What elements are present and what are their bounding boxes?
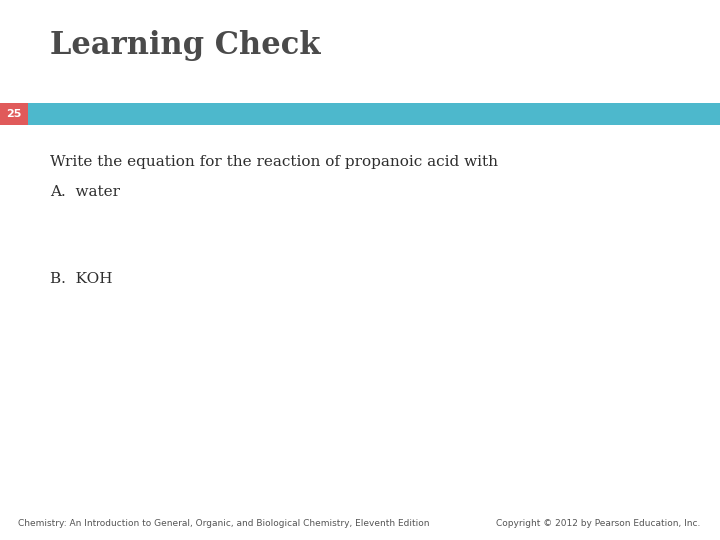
Text: Write the equation for the reaction of propanoic acid with: Write the equation for the reaction of p… (50, 155, 498, 169)
Text: B.  KOH: B. KOH (50, 272, 112, 286)
Text: A.  water: A. water (50, 185, 120, 199)
Bar (28, 103, 720, 125)
Text: Copyright © 2012 by Pearson Education, Inc.: Copyright © 2012 by Pearson Education, I… (495, 519, 700, 528)
Text: 25: 25 (6, 109, 22, 119)
Text: Learning Check: Learning Check (50, 30, 320, 61)
Bar (0, 103, 28, 125)
Text: Chemistry: An Introduction to General, Organic, and Biological Chemistry, Eleven: Chemistry: An Introduction to General, O… (18, 519, 430, 528)
